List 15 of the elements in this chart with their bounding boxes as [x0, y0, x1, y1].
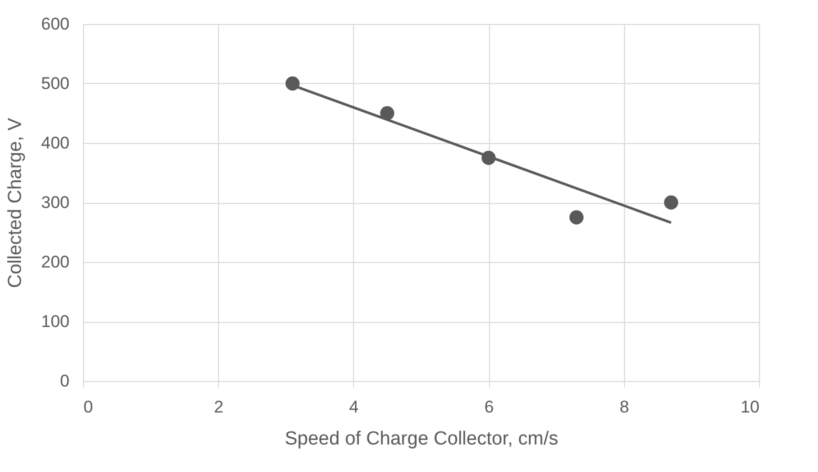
x-tick-label: 8 [620, 398, 630, 416]
x-tick-label: 6 [484, 398, 494, 416]
y-tick-label: 300 [41, 193, 70, 212]
y-tick-label: 0 [60, 372, 70, 390]
y-tick-label: 400 [41, 134, 70, 152]
y-tick-label: 500 [41, 74, 70, 93]
x-tick-label: 4 [349, 398, 359, 416]
y-tick-label: 100 [41, 312, 70, 331]
y-axis-title: Collected Charge, V [5, 118, 26, 288]
x-tick-label: 0 [84, 398, 93, 416]
y-tick-label: 600 [41, 14, 70, 34]
x-tick-label: 10 [740, 398, 760, 416]
x-axis-title: Speed of Charge Collector, cm/s [284, 428, 558, 450]
x-tick-label: 2 [214, 398, 224, 416]
y-tick-label: 200 [41, 252, 70, 272]
